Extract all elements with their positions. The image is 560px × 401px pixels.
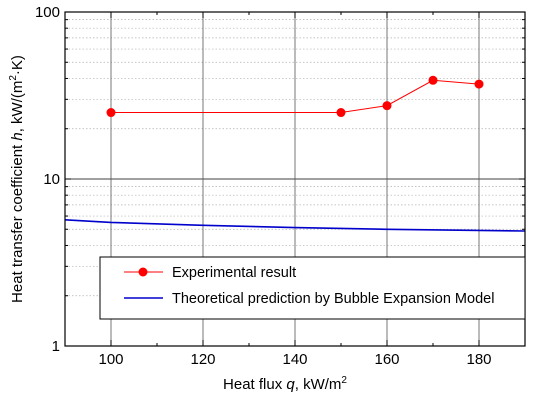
x-tick-label: 140	[282, 351, 307, 368]
data-point	[106, 108, 116, 118]
x-tick-label: 160	[374, 351, 399, 368]
legend-label-theoretical: Theoretical prediction by Bubble Expansi…	[172, 291, 494, 307]
y-axis-title: Heat transfer coefficient h, kW/(m2·K)	[8, 55, 26, 303]
tick-layer: 100 120 140 160 180 1 10 100	[35, 4, 526, 368]
x-axis-title: Heat flux q, kW/m2	[223, 375, 347, 393]
data-point	[474, 79, 484, 89]
x-tick-label: 100	[98, 351, 123, 368]
legend-box	[99, 256, 526, 320]
legend-marker-experimental	[138, 267, 148, 277]
x-tick-label: 120	[190, 351, 215, 368]
series-line-1	[64, 219, 526, 232]
legend: Experimental result Theoretical predicti…	[99, 256, 526, 320]
data-point	[336, 108, 346, 118]
y-tick-label: 10	[43, 171, 60, 188]
series-layer	[64, 75, 526, 232]
data-point	[382, 101, 392, 111]
data-point	[428, 75, 438, 85]
y-tick-label: 1	[52, 338, 60, 355]
y-tick-label: 100	[35, 4, 60, 21]
x-tick-label: 180	[466, 351, 491, 368]
legend-label-experimental: Experimental result	[172, 265, 296, 281]
